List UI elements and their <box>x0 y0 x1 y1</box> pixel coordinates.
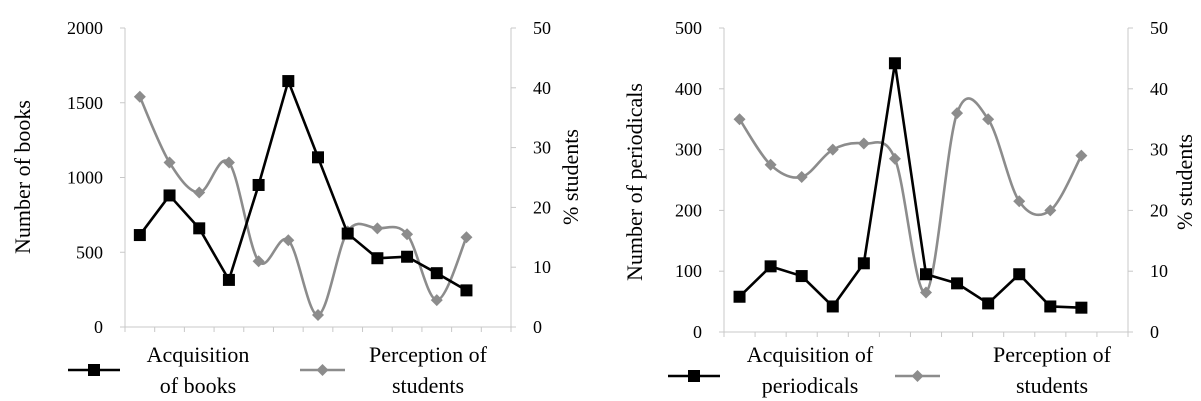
left-tick-label: 2000 <box>67 18 103 38</box>
perception-line <box>140 97 467 315</box>
right-tick-label: 50 <box>533 18 551 38</box>
legend-acquisition: Acquisition of periodicals <box>668 342 874 398</box>
acquisition-point <box>371 252 383 264</box>
right-tick-label: 50 <box>1150 18 1168 38</box>
acquisition-point <box>734 291 746 303</box>
acquisition-point <box>889 57 901 69</box>
acquisition-point <box>431 267 443 279</box>
legend-label: students <box>1016 373 1088 398</box>
acquisition-point <box>982 297 994 309</box>
left-tick-label: 1000 <box>67 168 103 188</box>
left-tick-label: 500 <box>76 242 103 262</box>
perception-series <box>134 91 473 321</box>
right-tick-label: 20 <box>533 197 551 217</box>
left-tick-label: 200 <box>675 200 702 220</box>
legend-label: Acquisition <box>147 342 250 367</box>
legend-marker <box>688 370 700 382</box>
right-tick-label: 40 <box>1150 79 1168 99</box>
left-tick-label: 100 <box>675 261 702 281</box>
right-tick-label: 0 <box>533 317 542 337</box>
perception-point <box>734 113 746 125</box>
perception-point <box>253 255 265 267</box>
legend-label: of books <box>160 373 236 398</box>
acquisition-line <box>740 63 1082 307</box>
legend-label: Acquisition of <box>747 342 874 367</box>
right-tick-label: 20 <box>1150 200 1168 220</box>
acquisition-point <box>312 151 324 163</box>
perception-point <box>951 107 963 119</box>
acquisition-series <box>734 57 1088 313</box>
acquisition-point <box>164 189 176 201</box>
perception-series <box>734 98 1088 298</box>
right-tick-label: 30 <box>1150 140 1168 160</box>
left-axis-title: Number of periodicals <box>622 83 647 281</box>
perception-point <box>858 138 870 150</box>
legend-label: periodicals <box>762 373 859 398</box>
perception-point <box>796 171 808 183</box>
legend-marker <box>317 364 329 376</box>
acquisition-point <box>827 300 839 312</box>
legend-perception: Perception of students <box>895 342 1112 398</box>
acquisition-point <box>858 257 870 269</box>
books-chart: 0 500 1000 1500 2000 0 10 20 30 40 50 Number of boo… <box>10 18 583 398</box>
legend-marker <box>88 364 100 376</box>
acquisition-point <box>1075 302 1087 314</box>
legend-label: Perception of <box>993 342 1112 367</box>
acquisition-point <box>765 260 777 272</box>
left-axis-title: Number of books <box>10 100 35 254</box>
right-tick-label: 40 <box>533 78 551 98</box>
acquisition-point <box>253 179 265 191</box>
right-axis-title: % students <box>558 129 583 225</box>
acquisition-series <box>134 75 473 296</box>
perception-point <box>1075 150 1087 162</box>
left-tick-label: 400 <box>675 79 702 99</box>
acquisition-point <box>951 277 963 289</box>
acquisition-point <box>1044 300 1056 312</box>
acquisition-point <box>134 229 146 241</box>
left-tick-label: 1500 <box>67 93 103 113</box>
left-tick-label: 300 <box>675 140 702 160</box>
right-tick-label: 10 <box>533 257 551 277</box>
acquisition-point <box>920 268 932 280</box>
left-tick-label: 0 <box>94 317 103 337</box>
perception-point <box>223 157 235 169</box>
right-tick-label: 30 <box>533 138 551 158</box>
legend-acquisition: Acquisition of books <box>68 342 249 398</box>
acquisition-point <box>401 251 413 263</box>
left-tick-label: 0 <box>693 322 702 342</box>
perception-point <box>889 153 901 165</box>
legend-marker <box>912 370 924 382</box>
legend-label: Perception of <box>369 342 488 367</box>
legend-label: students <box>392 373 464 398</box>
perception-point <box>371 222 383 234</box>
acquisition-point <box>223 274 235 286</box>
periodicals-chart: 0 100 200 300 400 500 0 10 20 30 40 50 Number of per… <box>622 18 1197 398</box>
acquisition-point <box>796 270 808 282</box>
right-tick-label: 0 <box>1150 322 1159 342</box>
acquisition-point <box>460 284 472 296</box>
legend-perception: Perception of students <box>300 342 488 398</box>
perception-line <box>740 98 1082 292</box>
acquisition-point <box>1013 268 1025 280</box>
right-axis-title: % students <box>1172 134 1197 230</box>
acquisition-point <box>282 75 294 87</box>
right-tick-label: 10 <box>1150 261 1168 281</box>
perception-point <box>164 157 176 169</box>
acquisition-point <box>193 222 205 234</box>
perception-point <box>134 91 146 103</box>
acquisition-point <box>342 228 354 240</box>
left-tick-label: 500 <box>675 18 702 38</box>
perception-point <box>460 231 472 243</box>
